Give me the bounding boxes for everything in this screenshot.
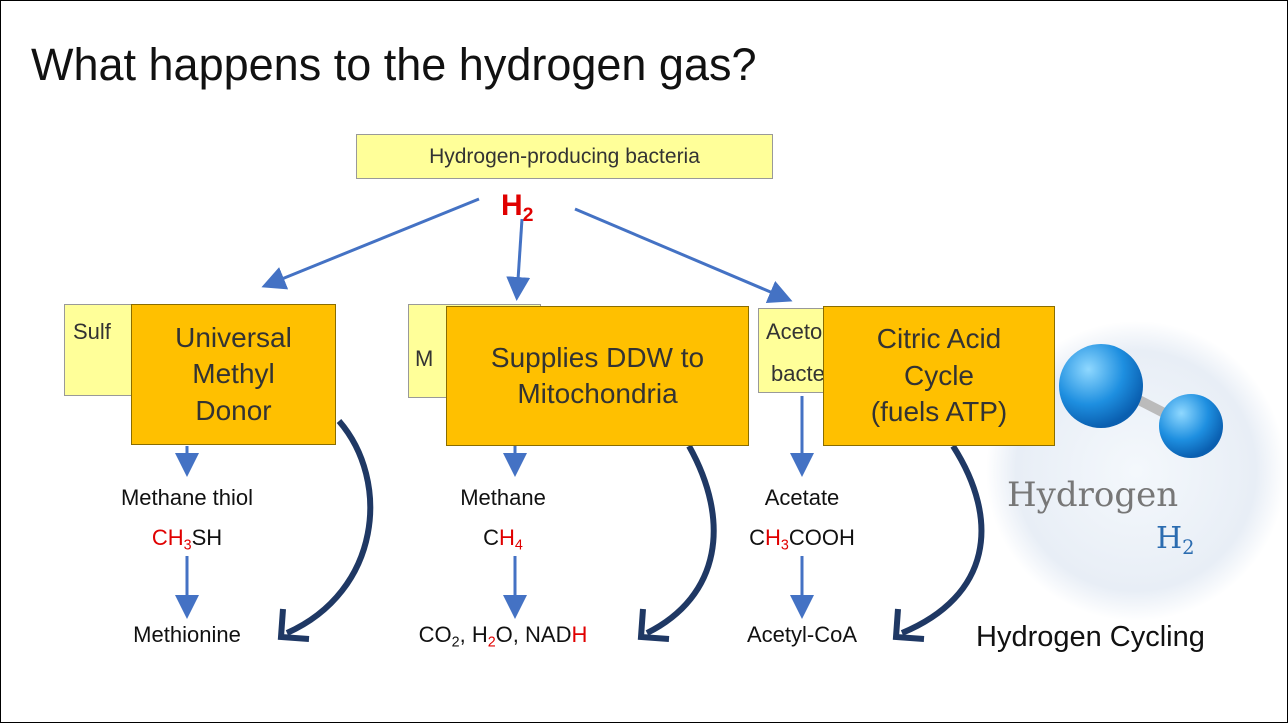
product: Acetyl-CoA [652, 622, 952, 648]
text-part: 2 [1182, 535, 1195, 559]
formula: CH3SH [37, 525, 337, 553]
text-part: 3 [183, 537, 192, 554]
text-part: H [501, 189, 523, 222]
role-box: Universal Methyl Donor [131, 304, 336, 445]
text-part: 2 [522, 203, 534, 226]
group-label: Sulf [73, 319, 111, 344]
text-part: COOH [788, 525, 855, 550]
source-box: Hydrogen-producing bacteria [356, 134, 773, 179]
role-line: Donor [195, 394, 272, 426]
role-box: Supplies DDW to Mitochondria [446, 306, 749, 446]
curved-arrows [277, 419, 985, 642]
text-part: C [483, 525, 500, 550]
role-line: Cycle [903, 359, 974, 391]
group-label: bacte [771, 361, 825, 386]
text-part: , H [459, 622, 488, 647]
atom [1059, 344, 1143, 428]
role-line: Methyl [192, 358, 275, 390]
intermediate: Methane thiol [120, 485, 254, 510]
text-part: 2 [487, 634, 496, 651]
role-line: Universal [175, 321, 292, 353]
product: CO2, H2O, NADH [353, 622, 653, 650]
text-part: CH [151, 525, 184, 550]
text-part: 3 [780, 537, 789, 554]
role-line: Citric Acid [876, 323, 1002, 355]
formula: CH3COOH [652, 525, 952, 553]
text-part: Acetyl-CoA [746, 622, 858, 647]
intermediate: Methane [460, 485, 546, 510]
molecule-name: Hydrogen [1007, 475, 1179, 515]
product: Methionine [37, 622, 337, 648]
text-part: 2 [451, 634, 460, 651]
formula: CH4 [353, 525, 653, 553]
h2-label: H2 [501, 189, 534, 227]
group-label: M [415, 346, 434, 371]
text-part: CO [418, 622, 452, 647]
role-line: Mitochondria [517, 378, 678, 409]
text-part: C [749, 525, 766, 550]
molecule-formula: H2 [1156, 521, 1195, 559]
text-part: SH [191, 525, 223, 550]
text-part: H [571, 622, 588, 647]
text-part: H [499, 525, 515, 550]
text-part: Methionine [133, 622, 241, 647]
text-part: H [765, 525, 781, 550]
text-part: O, NAD [495, 622, 572, 647]
caption: Hydrogen Cycling [976, 621, 1205, 653]
blue-arrows [175, 197, 814, 619]
role-line: Supplies DDW to [490, 341, 705, 373]
role-line: (fuels ATP) [870, 396, 1008, 428]
atom [1159, 394, 1223, 458]
title: What happens to the hydrogen gas? [31, 39, 757, 90]
text-part: 4 [514, 537, 523, 554]
intermediate: Acetate [764, 485, 840, 510]
text-part: H [1156, 521, 1183, 556]
role-box: Citric Acid Cycle (fuels ATP) [823, 306, 1055, 446]
